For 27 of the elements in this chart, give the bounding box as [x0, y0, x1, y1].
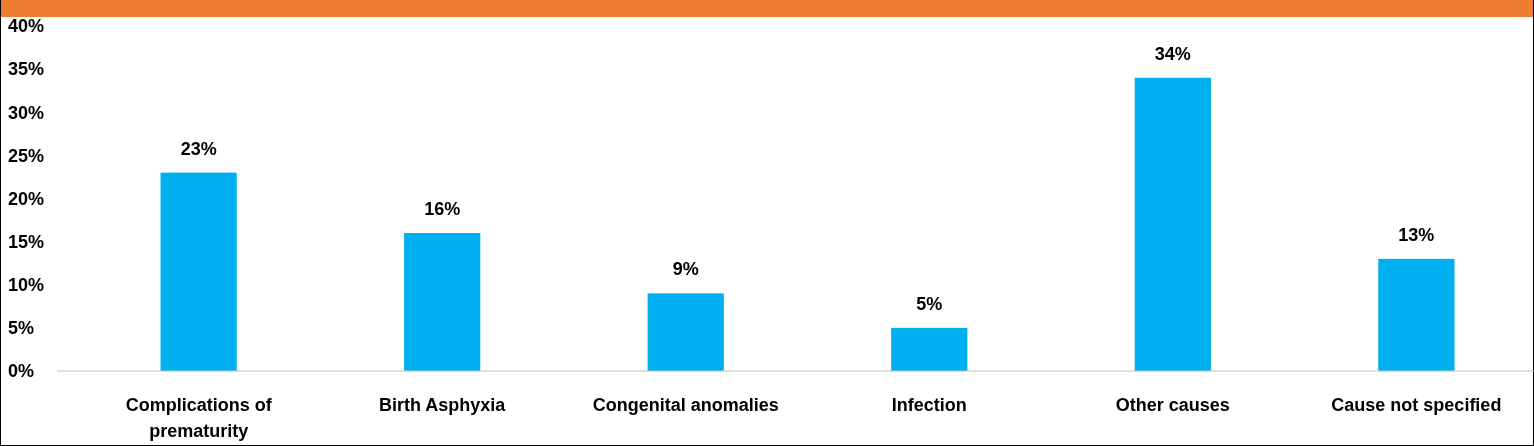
y-tick-label: 30%	[8, 102, 45, 123]
bar	[1134, 77, 1211, 371]
y-tick-label: 15%	[8, 231, 45, 252]
bar	[1378, 258, 1455, 371]
data-label: 13%	[1398, 224, 1435, 245]
y-tick-label: 20%	[8, 188, 45, 209]
y-tick-label: 0%	[8, 361, 35, 382]
data-label: 9%	[672, 259, 699, 280]
y-tick-label: 40%	[8, 16, 45, 37]
x-tick-label: Birth Asphyxia	[379, 395, 507, 415]
data-label: 23%	[180, 138, 217, 159]
bar	[404, 233, 481, 371]
bar	[160, 172, 237, 371]
data-label: 5%	[916, 293, 943, 314]
x-tick-label: Infection	[891, 395, 967, 415]
x-tick-label: Complications of prematurity	[125, 395, 273, 441]
y-tick-label: 5%	[8, 318, 35, 339]
y-tick-label: 10%	[8, 275, 45, 296]
data-label: 16%	[424, 199, 461, 219]
bar	[891, 327, 968, 371]
y-tick-label: 35%	[8, 59, 45, 80]
y-tick-label: 25%	[8, 145, 45, 166]
x-tick-label: Cause not specified	[1331, 395, 1502, 415]
bar	[647, 293, 724, 371]
x-tick-label: Other causes	[1115, 395, 1230, 415]
data-label: 34%	[1154, 43, 1191, 64]
x-tick-label: Congenital anomalies	[592, 395, 779, 415]
